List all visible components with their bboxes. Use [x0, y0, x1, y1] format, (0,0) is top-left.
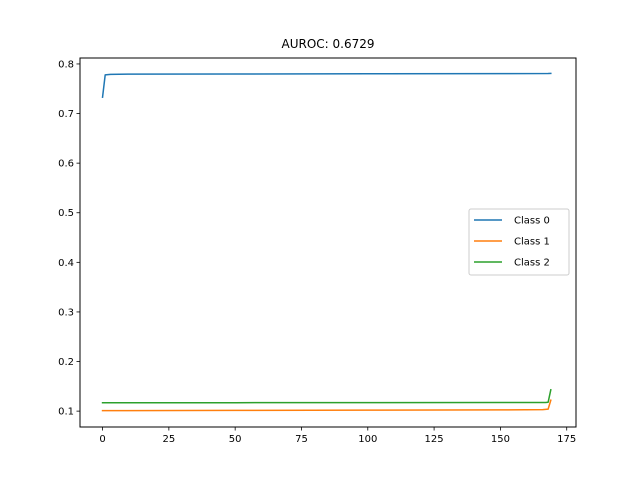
chart-title: AUROC: 0.6729	[282, 37, 375, 51]
x-tick-label-3: 75	[295, 434, 308, 445]
y-axis: 0.1 0.2 0.3 0.4 0.5 0.6 0.7 0.8	[58, 59, 80, 418]
y-tick-label-2: 0.3	[58, 307, 74, 318]
y-tick-label-4: 0.5	[58, 208, 74, 219]
legend-label-1: Class 1	[514, 237, 550, 248]
legend-label-0: Class 0	[514, 216, 550, 227]
x-tick-label-1: 25	[162, 434, 175, 445]
x-tick-label-2: 50	[229, 434, 242, 445]
y-tick-label-5: 0.6	[58, 159, 74, 170]
y-tick-label-3: 0.4	[58, 258, 74, 269]
x-tick-label-6: 150	[491, 434, 510, 445]
x-axis: 0 25 50 75 100 125 150 175	[99, 427, 576, 445]
x-tick-label-7: 175	[557, 434, 576, 445]
series-line-0	[101, 72, 552, 99]
series-line-2	[101, 388, 552, 404]
x-tick-label-4: 100	[358, 434, 377, 445]
x-tick-label-0: 0	[99, 434, 105, 445]
x-tick-label-5: 125	[425, 434, 444, 445]
y-tick-label-0: 0.1	[58, 407, 74, 418]
y-tick-label-1: 0.2	[58, 357, 74, 368]
series-line-1	[101, 399, 552, 412]
y-tick-label-6: 0.7	[58, 109, 74, 120]
y-tick-label-7: 0.8	[58, 59, 74, 70]
plot-frame	[79, 57, 577, 428]
legend: Class 0 Class 1 Class 2	[468, 208, 570, 276]
legend-label-2: Class 2	[514, 258, 550, 269]
legend-box	[468, 208, 570, 276]
